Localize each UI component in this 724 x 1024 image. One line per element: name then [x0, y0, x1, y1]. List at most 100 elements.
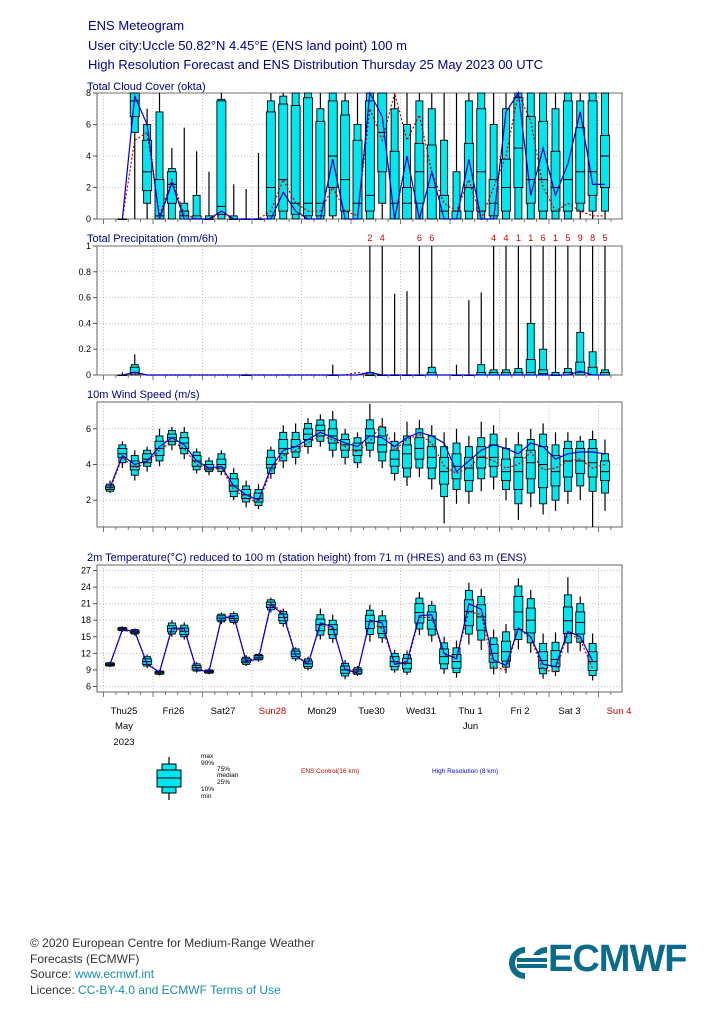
ens-box	[389, 293, 400, 376]
legend-max-label: max	[201, 753, 214, 760]
box-inner	[525, 449, 536, 480]
ens-box	[216, 450, 227, 476]
ens-box	[525, 589, 536, 653]
box-inner	[538, 651, 549, 669]
panel-title: Total Cloud Cover (okta)	[87, 81, 206, 93]
y-tick-label: 0.2	[78, 344, 91, 354]
overflow-count-label: 2	[367, 233, 372, 243]
y-tick-label: 0	[86, 214, 91, 224]
ens-box	[303, 418, 313, 454]
licence-link[interactable]: CC-BY-4.0 and ECMWF Terms of Use	[78, 982, 281, 997]
ens-box	[463, 93, 474, 220]
box-inner	[600, 460, 610, 482]
box-inner	[562, 447, 573, 478]
ens-box	[575, 596, 586, 652]
legend-median-label: median	[217, 772, 239, 779]
box-inner	[538, 120, 549, 212]
ens-box	[377, 418, 388, 469]
ens-box	[513, 432, 524, 520]
ens-box	[352, 93, 363, 220]
box-inner	[166, 171, 177, 204]
box-inner	[352, 442, 363, 457]
box-inner	[327, 100, 338, 188]
overflow-count-label: 4	[503, 233, 508, 243]
control-line	[109, 422, 606, 503]
forecast-subtitle: High Resolution Forecast and ENS Distrib…	[88, 57, 543, 72]
box-inner	[463, 142, 474, 212]
box-inner	[501, 458, 511, 482]
ens-box	[562, 577, 573, 653]
box-inner	[501, 640, 511, 662]
y-tick-label: 21	[81, 599, 91, 609]
ens-box	[488, 425, 499, 490]
box-inner	[290, 105, 301, 215]
y-tick-label: 15	[81, 632, 91, 642]
source-link[interactable]: www.ecmwf.int	[74, 967, 155, 981]
overflow-count-label: 1	[516, 233, 521, 243]
ens-box	[501, 246, 511, 376]
y-tick-label: 0	[86, 370, 91, 380]
y-tick-label: 18	[81, 615, 91, 625]
ens-box	[439, 93, 450, 220]
box-inner	[488, 179, 499, 217]
ens-box	[290, 423, 301, 465]
box-inner	[476, 108, 487, 212]
ens-box	[241, 189, 252, 220]
y-tick-label: 6	[86, 424, 91, 434]
ens-box	[426, 600, 437, 642]
ens-box	[538, 92, 549, 220]
box-inner	[513, 596, 524, 631]
panel-title: 10m Wind Speed (m/s)	[87, 389, 199, 401]
box-inner	[290, 439, 301, 453]
ens-box	[327, 92, 338, 219]
legend-p90-label: 90%	[201, 760, 214, 767]
ens-box	[402, 291, 412, 376]
ens-box	[451, 364, 462, 376]
box-inner	[389, 150, 400, 220]
y-tick-label: 12	[81, 648, 91, 658]
ecmwf-logo	[509, 946, 547, 979]
ens-box	[253, 484, 264, 510]
overflow-count-label: 6	[417, 233, 422, 243]
footer: © 2020 European Centre for Medium-Range …	[30, 936, 370, 998]
ens-box	[426, 246, 437, 376]
control-line	[122, 371, 370, 376]
control-line	[109, 602, 594, 674]
ens-box	[241, 480, 252, 508]
ens-box	[488, 246, 499, 376]
ens-box	[439, 432, 450, 524]
overflow-count-label: 6	[541, 233, 546, 243]
ens-box	[315, 93, 326, 220]
legend-control-label: ENS Control(16 km)	[301, 768, 359, 775]
box-inner	[352, 139, 363, 220]
ens-box	[117, 218, 128, 220]
x-day-label: Tue30	[358, 706, 385, 717]
y-tick-label: 24	[81, 582, 91, 592]
hres-line	[109, 431, 606, 502]
hres-line	[122, 370, 605, 376]
overflow-count-label: 8	[590, 233, 595, 243]
ens-box	[476, 421, 487, 492]
ens-box	[154, 93, 165, 220]
box-inner	[389, 449, 400, 467]
overflow-count-label: 5	[602, 233, 607, 243]
box-inner	[402, 444, 412, 469]
ens-box	[414, 246, 425, 376]
ens-box	[587, 246, 598, 376]
ens-box	[538, 633, 549, 679]
ens-box	[562, 92, 573, 220]
hres-line	[109, 602, 594, 674]
overflow-count-label: 1	[528, 233, 533, 243]
ens-box	[414, 592, 425, 636]
panel-title: 2m Temperature(°C) reduced to 100 m (sta…	[87, 552, 526, 564]
box-inner	[562, 606, 573, 634]
ens-box	[364, 246, 375, 376]
ens-box	[414, 419, 425, 477]
source-line: Source: www.ecmwf.int	[30, 967, 370, 983]
x-day-label: Sun 4	[607, 706, 632, 717]
box-inner	[253, 492, 264, 503]
ens-box	[550, 93, 561, 220]
box-inner	[501, 158, 511, 212]
